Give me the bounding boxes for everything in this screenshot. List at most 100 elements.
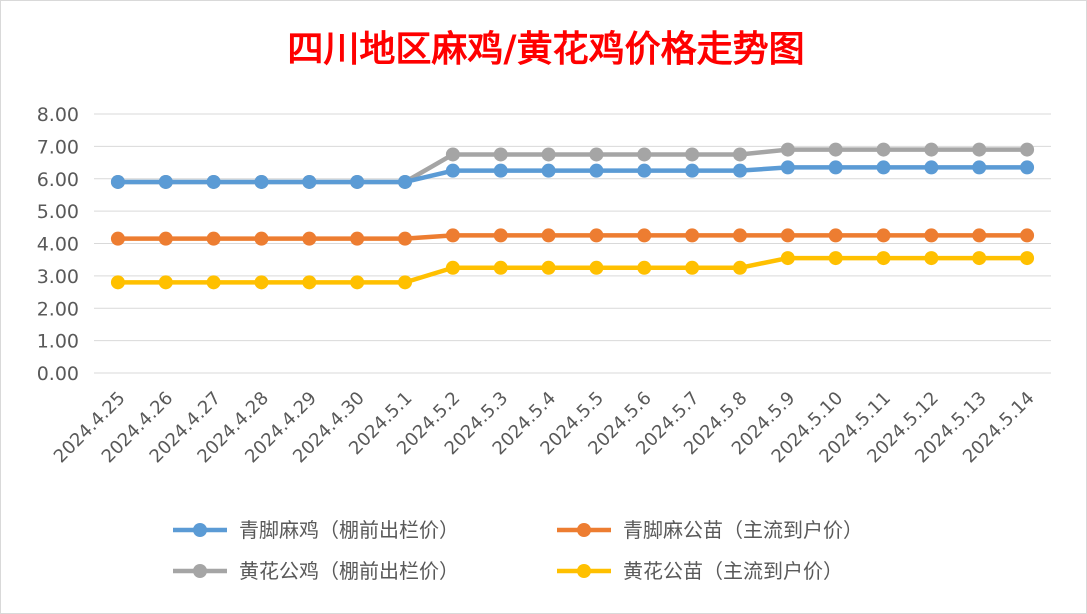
data-point	[445, 163, 460, 178]
data-point	[589, 228, 604, 243]
y-tick-label: 8.00	[37, 104, 79, 126]
data-point	[445, 228, 460, 243]
y-tick-label: 3.00	[37, 266, 79, 288]
y-tick-label: 6.00	[37, 169, 79, 191]
data-point	[828, 251, 843, 266]
legend[interactable]: 青脚麻鸡（棚前出栏价） 青脚麻公苗（主流到户价） 黄花公鸡（棚前出栏价） 黄花公苗（主…	[173, 518, 863, 583]
chart-title: 四川地区麻鸡/黄花鸡价格走势图	[287, 28, 804, 70]
data-point	[732, 228, 747, 243]
data-point	[828, 142, 843, 157]
data-point	[158, 275, 173, 290]
data-point	[972, 142, 987, 157]
data-point	[924, 251, 939, 266]
data-point	[876, 160, 891, 175]
legend-item[interactable]: 青脚麻公苗（主流到户价）	[557, 518, 863, 542]
data-point	[445, 147, 460, 162]
data-point	[350, 231, 365, 246]
data-point	[206, 231, 221, 246]
legend-item[interactable]: 黄花公鸡（棚前出栏价）	[173, 559, 459, 583]
data-point	[254, 231, 269, 246]
data-point	[541, 163, 556, 178]
series-layer	[110, 142, 1035, 290]
legend-label: 青脚麻公苗（主流到户价）	[623, 518, 863, 542]
data-point	[780, 228, 795, 243]
data-point	[350, 275, 365, 290]
data-point	[924, 142, 939, 157]
data-point	[254, 174, 269, 189]
y-axis-ticks: 0.00 1.00 2.00 3.00 4.00 5.00 6.00 7.00 8.00	[37, 104, 79, 385]
data-point	[1020, 251, 1035, 266]
legend-swatch-marker	[577, 564, 591, 578]
legend-item[interactable]: 青脚麻鸡（棚前出栏价）	[173, 518, 459, 542]
legend-label: 青脚麻鸡（棚前出栏价）	[239, 518, 459, 542]
data-point	[110, 231, 125, 246]
data-point	[780, 142, 795, 157]
data-point	[541, 228, 556, 243]
data-point	[398, 174, 413, 189]
data-point	[685, 147, 700, 162]
data-point	[206, 275, 221, 290]
data-point	[828, 160, 843, 175]
data-point	[493, 163, 508, 178]
y-tick-label: 4.00	[37, 234, 79, 256]
data-point	[637, 147, 652, 162]
data-point	[828, 228, 843, 243]
legend-label: 黄花公鸡（棚前出栏价）	[239, 559, 459, 583]
data-point	[541, 260, 556, 275]
data-point	[780, 251, 795, 266]
y-tick-label: 1.00	[37, 331, 79, 353]
data-point	[302, 174, 317, 189]
data-point	[924, 228, 939, 243]
data-point	[302, 275, 317, 290]
data-point	[158, 231, 173, 246]
data-point	[589, 260, 604, 275]
data-point	[972, 228, 987, 243]
legend-swatch-marker	[193, 564, 207, 578]
data-point	[1020, 142, 1035, 157]
series-0	[110, 160, 1035, 189]
data-point	[493, 260, 508, 275]
series-line	[117, 233, 1028, 241]
series-line	[117, 165, 1028, 185]
data-point	[350, 174, 365, 189]
data-point	[876, 228, 891, 243]
data-point	[876, 142, 891, 157]
data-point	[493, 228, 508, 243]
data-point	[732, 163, 747, 178]
legend-label: 黄花公苗（主流到户价）	[623, 559, 843, 583]
grid-layer	[94, 113, 1051, 374]
data-point	[1020, 160, 1035, 175]
data-point	[589, 163, 604, 178]
data-point	[541, 147, 556, 162]
data-point	[685, 163, 700, 178]
y-tick-label: 5.00	[37, 201, 79, 223]
data-point	[493, 147, 508, 162]
data-point	[398, 275, 413, 290]
data-point	[302, 231, 317, 246]
series-1	[110, 228, 1035, 246]
series-3	[110, 251, 1035, 290]
data-point	[637, 260, 652, 275]
series-line	[117, 255, 1028, 285]
data-point	[206, 174, 221, 189]
data-point	[1020, 228, 1035, 243]
legend-item[interactable]: 黄花公苗（主流到户价）	[557, 559, 843, 583]
x-axis-ticks: 2024.4.252024.4.262024.4.272024.4.282024…	[50, 388, 1039, 468]
data-point	[780, 160, 795, 175]
data-point	[445, 260, 460, 275]
data-point	[254, 275, 269, 290]
data-point	[158, 174, 173, 189]
y-tick-label: 2.00	[37, 298, 79, 320]
data-point	[685, 228, 700, 243]
data-point	[876, 251, 891, 266]
data-point	[972, 160, 987, 175]
data-point	[110, 174, 125, 189]
data-point	[110, 275, 125, 290]
data-point	[732, 147, 747, 162]
data-point	[924, 160, 939, 175]
y-tick-label: 7.00	[37, 136, 79, 158]
data-point	[637, 228, 652, 243]
data-point	[732, 260, 747, 275]
legend-swatch-marker	[193, 523, 207, 537]
